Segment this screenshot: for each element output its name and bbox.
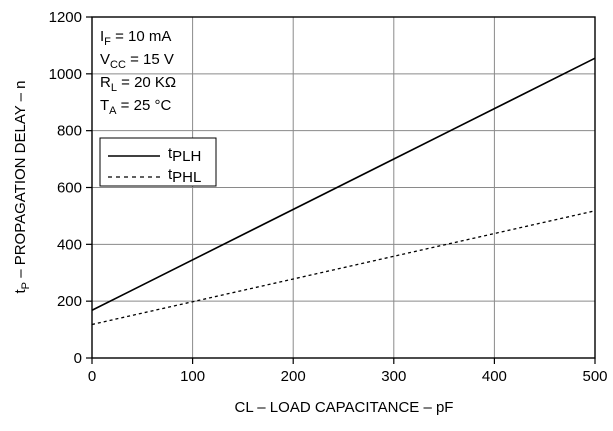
- y-tick-label: 0: [74, 350, 82, 367]
- y-tick-label: 800: [57, 123, 82, 140]
- legend-box: [99, 137, 217, 187]
- y-tick-label: 200: [57, 293, 82, 310]
- y-tick-label: 400: [57, 236, 82, 253]
- svg-text:tP – PROPAGATION DELAY – n: tP – PROPAGATION DELAY – n: [12, 81, 32, 294]
- ticks: [86, 16, 596, 364]
- y-axis-title: tP – PROPAGATION DELAY – n: [12, 81, 32, 294]
- y-tick-label: 600: [57, 180, 82, 197]
- x-axis-title: CL – LOAD CAPACITANCE – pF: [235, 399, 454, 416]
- x-tick-label: 200: [281, 368, 306, 385]
- x-tick-label: 0: [88, 368, 96, 385]
- x-tick-label: 100: [180, 368, 205, 385]
- condition-line: IF = 10 mA: [100, 28, 171, 48]
- legend-label: tPHL: [168, 166, 201, 186]
- x-tick-label: 400: [482, 368, 507, 385]
- x-tick-label: 300: [381, 368, 406, 385]
- condition-line: RL = 20 KΩ: [100, 74, 176, 94]
- y-tick-label: 1200: [49, 9, 82, 26]
- legend-label: tPLH: [168, 145, 201, 165]
- series-layer: [91, 57, 596, 326]
- series-line-tPLH: [91, 57, 596, 311]
- grid: [92, 17, 595, 358]
- tick-labels: 0 100 200 300 400 500 0 200 400 600 800 1000 1200: [49, 9, 608, 385]
- condition-line: TA = 25 °C: [100, 97, 171, 117]
- x-tick-label: 500: [582, 368, 607, 385]
- condition-line: VCC = 15 V: [100, 51, 174, 71]
- conditions-block: IF = 10 mA VCC = 15 V RL = 20 KΩ TA = 25 °C: [100, 28, 176, 117]
- series-line-tPHL: [91, 210, 596, 326]
- y-tick-label: 1000: [49, 66, 82, 83]
